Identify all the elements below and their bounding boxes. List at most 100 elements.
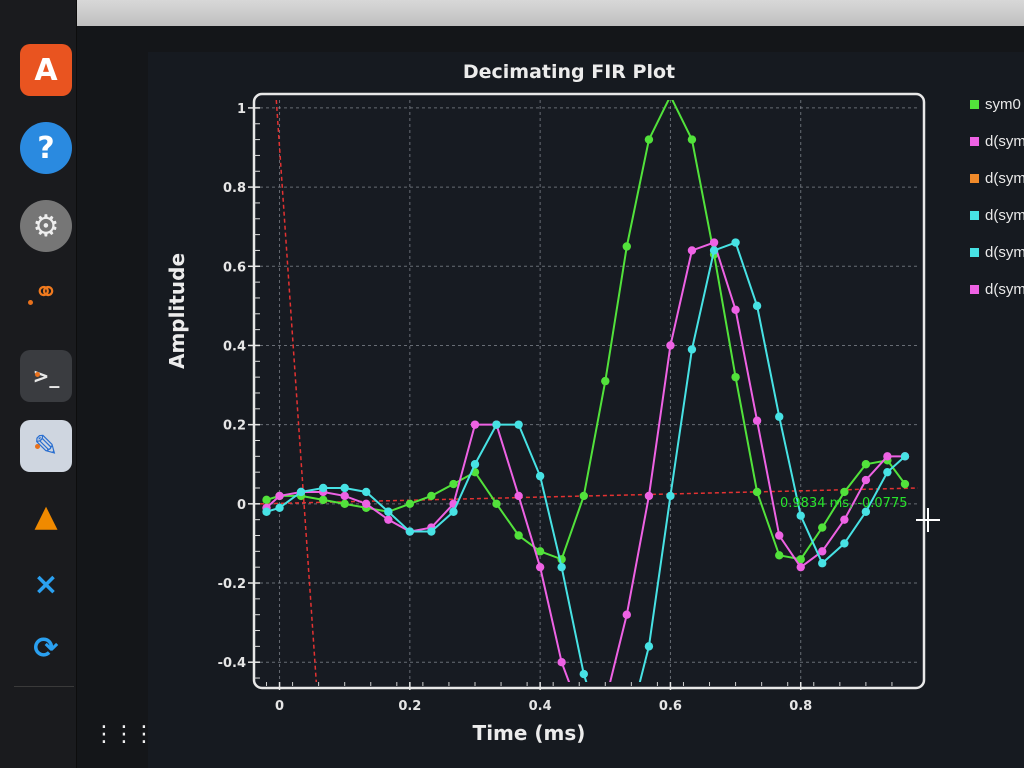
vlc-glyph: ▲ [34,498,58,534]
series-point-3 [666,491,675,501]
dock-separator [14,686,74,687]
series-point-1 [535,562,545,572]
x-axis-label: Time (ms) [473,721,586,745]
series-point-0 [644,135,654,144]
series-point-0 [405,499,415,509]
vscode-icon[interactable]: ⨯ [20,558,72,610]
running-indicator [35,372,40,377]
help-icon[interactable]: ? [20,122,72,174]
series-point-3 [449,507,458,516]
series-point-3 [470,460,480,469]
series-point-0 [514,531,523,540]
series-point-0 [752,487,762,497]
series-point-1 [557,658,566,667]
legend-item[interactable]: d(sym0 [970,279,1024,299]
legend-label: d(sym [985,169,1024,187]
series-point-0 [262,495,271,505]
series-point-1 [622,610,631,619]
series-point-0 [449,479,458,489]
series-point-0 [731,372,740,382]
series-point-1 [601,698,609,706]
plot-frame [252,92,926,690]
software-center-glyph: A [34,52,58,88]
settings-glyph: ⚙ [32,208,60,244]
chart-title: Decimating FIR Plot [463,61,675,83]
show-applications-icon[interactable]: ⋮⋮⋮ [93,722,155,747]
series-point-0 [535,547,545,556]
series-point-3 [275,503,284,512]
plot-canvas: -0.4 -0.2 0 0.2 0.4 0.6 0.8 1 0 0.2 0.4 0.6 0.8 Decim… [165,61,926,745]
text-editor-icon[interactable]: ✎ [20,420,72,472]
series-point-1 [752,416,762,425]
x-tick-label: 0.8 [789,699,812,714]
series-point-3 [262,507,271,516]
series-point-3 [752,301,762,311]
series-point-3 [775,412,784,421]
crosshair-cursor-icon [916,508,940,532]
legend-item[interactable]: d(sym [970,205,1024,225]
x-tick-label: 0.4 [529,699,552,714]
series-point-0 [318,495,328,505]
series-point-3 [840,539,849,548]
x-marker-line [275,100,318,682]
series-point-0 [840,487,849,497]
series-point-1 [514,491,523,501]
series-point-3 [687,345,697,354]
legend-item[interactable]: d(sym [970,168,1024,188]
terminal-icon[interactable]: >_ [20,350,72,402]
legend-label: sym0 [985,95,1021,113]
legend-swatch [970,136,979,146]
y-tick-label: 0.6 [223,260,246,275]
series-point-3 [796,511,805,520]
series-point-3 [883,467,892,477]
legend-item[interactable]: d(sym [970,242,1024,262]
series-point-0 [669,100,672,101]
series-point-0 [818,523,827,532]
series-point-0 [601,376,610,386]
series-point-3 [861,507,871,516]
series-point-1 [796,562,805,572]
series-point-0 [579,491,588,501]
series-point-1 [818,547,827,556]
y-tick-label: 1 [237,102,246,117]
series-point-3 [296,487,306,497]
series-point-0 [775,551,784,560]
vscode-glyph: ⨯ [33,566,59,602]
vlc-icon[interactable]: ▲ [20,490,72,542]
series-point-1 [687,246,697,255]
series-point-3 [601,737,609,745]
legend-label: d(sym0 [985,280,1024,298]
series-point-1 [340,491,349,501]
sync-icon[interactable]: ⟳ [20,622,72,674]
plot-window: -0.4 -0.2 0 0.2 0.4 0.6 0.8 1 0 0.2 0.4 0.6 0.8 Decim… [148,52,1024,768]
series-point-3 [731,238,740,247]
series-point-0 [622,242,631,251]
legend-swatch [970,284,979,294]
legend-item[interactable]: sym0 [970,94,1021,114]
series-point-0 [861,460,871,469]
series-point-1 [775,531,784,540]
gnuradio-icon[interactable]: ⚭ [20,266,72,318]
legend-label: d(sym [985,243,1024,261]
software-center-icon[interactable]: A [20,44,72,96]
series-point-1 [840,515,849,524]
series-point-1 [731,305,740,315]
y-tick-label: 0.4 [223,339,246,354]
y-tick-label: 0.8 [223,181,246,196]
series-point-0 [900,479,910,489]
trigger-level-line [260,487,918,505]
y-tick-label: 0.2 [223,419,246,434]
series-point-0 [427,491,436,501]
legend-swatch [970,210,979,220]
series-point-1 [861,475,871,485]
y-tick-label: -0.4 [218,656,246,671]
legend-item[interactable]: d(sym [970,131,1024,151]
settings-icon[interactable]: ⚙ [20,200,72,252]
series-point-3 [318,483,328,493]
series-point-0 [687,135,697,144]
legend-swatch [970,99,979,109]
help-glyph: ? [37,130,55,166]
series-point-3 [579,669,588,679]
series-point-3 [709,246,719,255]
legend-label: d(sym [985,206,1024,224]
